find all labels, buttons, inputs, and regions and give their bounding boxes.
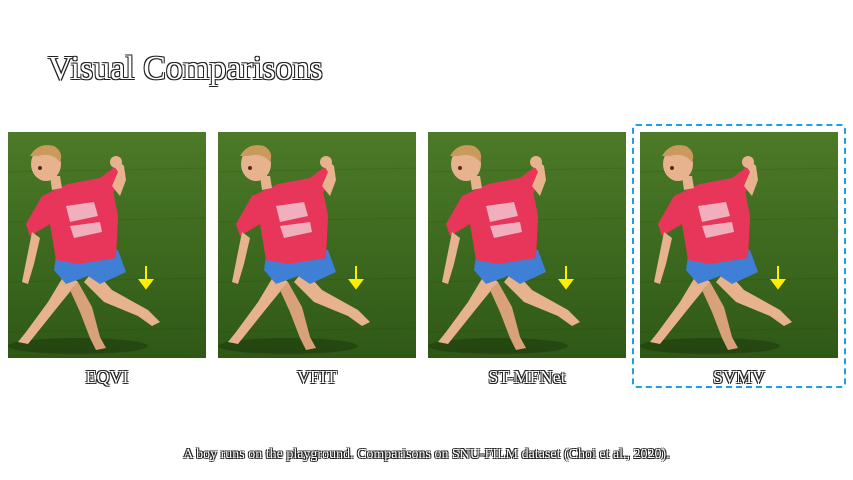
method-label-svmv: SVMV bbox=[712, 367, 765, 387]
slide-title: Visual Comparisons bbox=[48, 50, 323, 87]
figure-caption: A boy runs on the playground. Comparison… bbox=[183, 447, 670, 462]
comparison-image-vfit bbox=[218, 132, 416, 358]
method-label-eqvi: EQVI bbox=[85, 367, 129, 387]
comparison-image-eqvi bbox=[8, 132, 206, 358]
method-label-vfit: VFIT bbox=[297, 367, 337, 387]
highlight-box-svmv bbox=[632, 124, 846, 388]
comparison-image-st-mfnet bbox=[428, 132, 626, 358]
method-label-st-mfnet: ST-MFNet bbox=[488, 367, 566, 387]
